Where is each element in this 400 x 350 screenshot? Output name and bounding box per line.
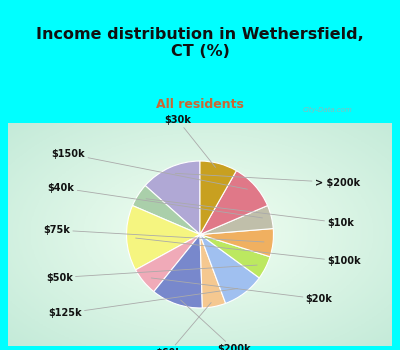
Wedge shape [200, 229, 274, 257]
Text: Income distribution in Wethersfield,
CT (%): Income distribution in Wethersfield, CT … [36, 27, 364, 60]
Wedge shape [154, 234, 202, 308]
Wedge shape [200, 234, 270, 278]
Text: $200k: $200k [181, 300, 251, 350]
Text: City-Data.com: City-Data.com [302, 107, 352, 113]
Wedge shape [200, 171, 268, 234]
Text: $20k: $20k [151, 278, 333, 304]
Wedge shape [126, 205, 200, 270]
Text: $40k: $40k [48, 183, 262, 218]
Wedge shape [200, 205, 273, 234]
Text: $60k: $60k [155, 302, 211, 350]
Wedge shape [136, 234, 200, 292]
Wedge shape [200, 234, 226, 308]
Wedge shape [200, 161, 236, 234]
Text: $30k: $30k [164, 115, 216, 167]
Text: All residents: All residents [156, 98, 244, 111]
Text: $75k: $75k [43, 225, 264, 242]
Wedge shape [132, 186, 200, 234]
Text: $150k: $150k [52, 149, 248, 189]
Text: $125k: $125k [48, 288, 238, 318]
Text: $100k: $100k [136, 238, 361, 266]
Wedge shape [200, 234, 259, 303]
Text: $50k: $50k [46, 265, 257, 282]
Text: > $200k: > $200k [175, 173, 360, 188]
Wedge shape [145, 161, 200, 234]
Text: $10k: $10k [146, 199, 354, 228]
